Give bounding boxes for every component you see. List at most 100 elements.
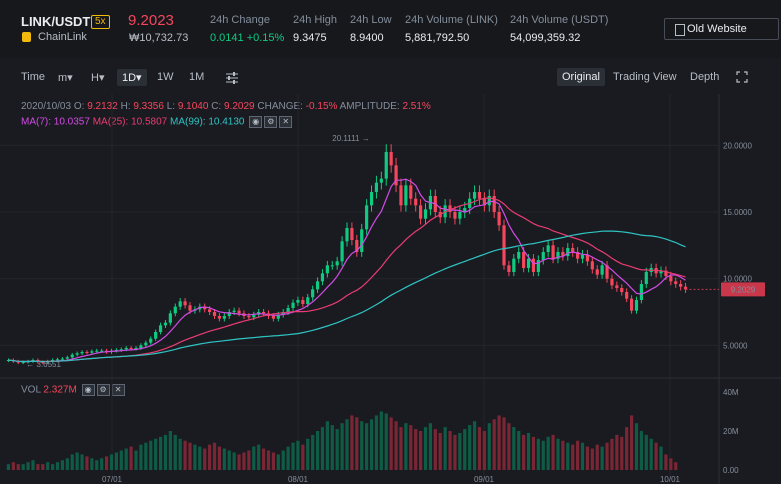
volume-bar bbox=[566, 442, 570, 470]
volume-bar bbox=[580, 442, 585, 470]
volume-bar bbox=[639, 431, 643, 470]
stat-label: 24h Volume (USDT) bbox=[510, 14, 609, 26]
candle-body bbox=[683, 286, 688, 290]
volume-bar bbox=[365, 423, 369, 470]
volume-bar bbox=[330, 425, 334, 470]
volume-bar bbox=[659, 446, 663, 470]
candle-body bbox=[541, 252, 545, 260]
leverage-badge: 5x bbox=[91, 15, 110, 29]
legend-change-label: CHANGE: bbox=[257, 101, 303, 112]
candle-body bbox=[31, 360, 35, 362]
gear-icon[interactable]: ⚙ bbox=[264, 116, 278, 128]
volume-bar bbox=[497, 415, 501, 470]
fullscreen-icon[interactable] bbox=[736, 71, 748, 83]
volume-bar bbox=[477, 427, 482, 470]
volume-bar bbox=[551, 434, 555, 470]
close-icon[interactable]: ✕ bbox=[279, 116, 293, 128]
candle-body bbox=[428, 196, 433, 210]
eye-icon[interactable]: ◉ bbox=[249, 116, 263, 128]
volume-bar bbox=[21, 464, 25, 470]
volume-bar bbox=[610, 438, 614, 470]
candle-body bbox=[423, 209, 428, 219]
market-header: LINK/USDT 5x ChainLink 9.2023 ₩10,732.73… bbox=[0, 0, 781, 58]
candle-body bbox=[556, 252, 560, 259]
volume-bar bbox=[419, 431, 423, 470]
ma-legend: MA(7): 10.0357 MA(25): 10.5807 MA(99): 1… bbox=[21, 116, 293, 128]
interval-minute[interactable]: m▾ bbox=[58, 72, 73, 84]
tab-original[interactable]: Original bbox=[557, 68, 605, 86]
volume-bar bbox=[16, 464, 20, 470]
tab-trading-view[interactable]: Trading View bbox=[613, 71, 677, 83]
legend-close-label: C: bbox=[211, 101, 222, 112]
candle-body bbox=[252, 314, 256, 318]
candle-body bbox=[21, 362, 25, 363]
volume-bar bbox=[409, 425, 413, 470]
ma25-line bbox=[8, 197, 686, 363]
candle-body bbox=[247, 316, 251, 318]
candle-body bbox=[654, 268, 658, 274]
volume-bar bbox=[85, 456, 89, 470]
volume-bar bbox=[369, 419, 374, 470]
volume-bar bbox=[463, 429, 467, 470]
legend-open-label: O: bbox=[73, 101, 85, 112]
legend-ma25: 10.5807 bbox=[131, 116, 168, 128]
vol-tick-label: 40M bbox=[723, 388, 739, 397]
interval-hour[interactable]: H▾ bbox=[91, 72, 105, 84]
indicator-settings-icon[interactable] bbox=[225, 71, 239, 85]
candle-body bbox=[502, 225, 506, 266]
volume-bar bbox=[173, 434, 177, 470]
time-tick-label: 07/01 bbox=[102, 475, 123, 484]
interval-1d[interactable]: 1D▾ bbox=[117, 69, 147, 86]
pair-symbol[interactable]: LINK/USDT bbox=[21, 14, 91, 29]
volume-bar bbox=[119, 450, 123, 470]
volume-bar bbox=[472, 421, 477, 470]
volume-bar bbox=[526, 432, 531, 470]
volume-bar bbox=[320, 427, 325, 470]
candle-body bbox=[463, 208, 467, 212]
time-label[interactable]: Time bbox=[21, 71, 46, 83]
old-website-button[interactable]: Old Website bbox=[664, 18, 779, 40]
price-tick-label: 5.0000 bbox=[723, 341, 748, 350]
candle-body bbox=[561, 252, 565, 256]
volume-bar bbox=[468, 425, 472, 470]
coin-icon bbox=[22, 32, 31, 42]
volume-bar bbox=[482, 431, 486, 470]
volume-bar bbox=[217, 446, 222, 470]
candle-body bbox=[154, 332, 158, 339]
volume-bar bbox=[11, 462, 15, 470]
candle-body bbox=[139, 345, 143, 348]
candle-body bbox=[129, 348, 133, 349]
volume-bar bbox=[134, 450, 138, 470]
interval-1w[interactable]: 1W bbox=[157, 71, 174, 83]
legend-ma7: 10.0357 bbox=[53, 116, 90, 128]
volume-bar bbox=[55, 462, 60, 470]
volume-bar bbox=[399, 427, 403, 470]
coin-name[interactable]: ChainLink bbox=[38, 31, 87, 43]
volume-bar bbox=[389, 417, 393, 470]
candle-body bbox=[188, 305, 192, 311]
candle-body bbox=[276, 314, 280, 319]
time-tick-label: 08/01 bbox=[288, 475, 309, 484]
candle-body bbox=[674, 281, 678, 284]
tab-depth[interactable]: Depth bbox=[690, 71, 720, 83]
volume-bar bbox=[154, 438, 158, 470]
candle-body bbox=[497, 212, 501, 226]
eye-icon[interactable]: ◉ bbox=[81, 384, 95, 396]
candle-body bbox=[311, 289, 315, 298]
volume-bar bbox=[41, 464, 45, 470]
candle-body bbox=[365, 205, 369, 230]
volume-bar bbox=[100, 458, 104, 470]
volume-bar bbox=[340, 423, 344, 470]
legend-vol: 2.327M bbox=[43, 384, 77, 396]
volume-bar bbox=[487, 423, 491, 470]
volume-bar bbox=[232, 452, 236, 470]
volume-bar bbox=[90, 458, 94, 470]
price-tick-label: 10.0000 bbox=[723, 275, 752, 284]
close-icon[interactable]: ✕ bbox=[111, 384, 125, 396]
interval-1m[interactable]: 1M bbox=[189, 71, 205, 83]
volume-bar bbox=[257, 444, 261, 470]
candle-body bbox=[443, 205, 447, 218]
gear-icon[interactable]: ⚙ bbox=[96, 384, 110, 396]
old-website-label: Old Website bbox=[687, 23, 747, 35]
last-price-tag: 9.2029 bbox=[731, 285, 756, 294]
